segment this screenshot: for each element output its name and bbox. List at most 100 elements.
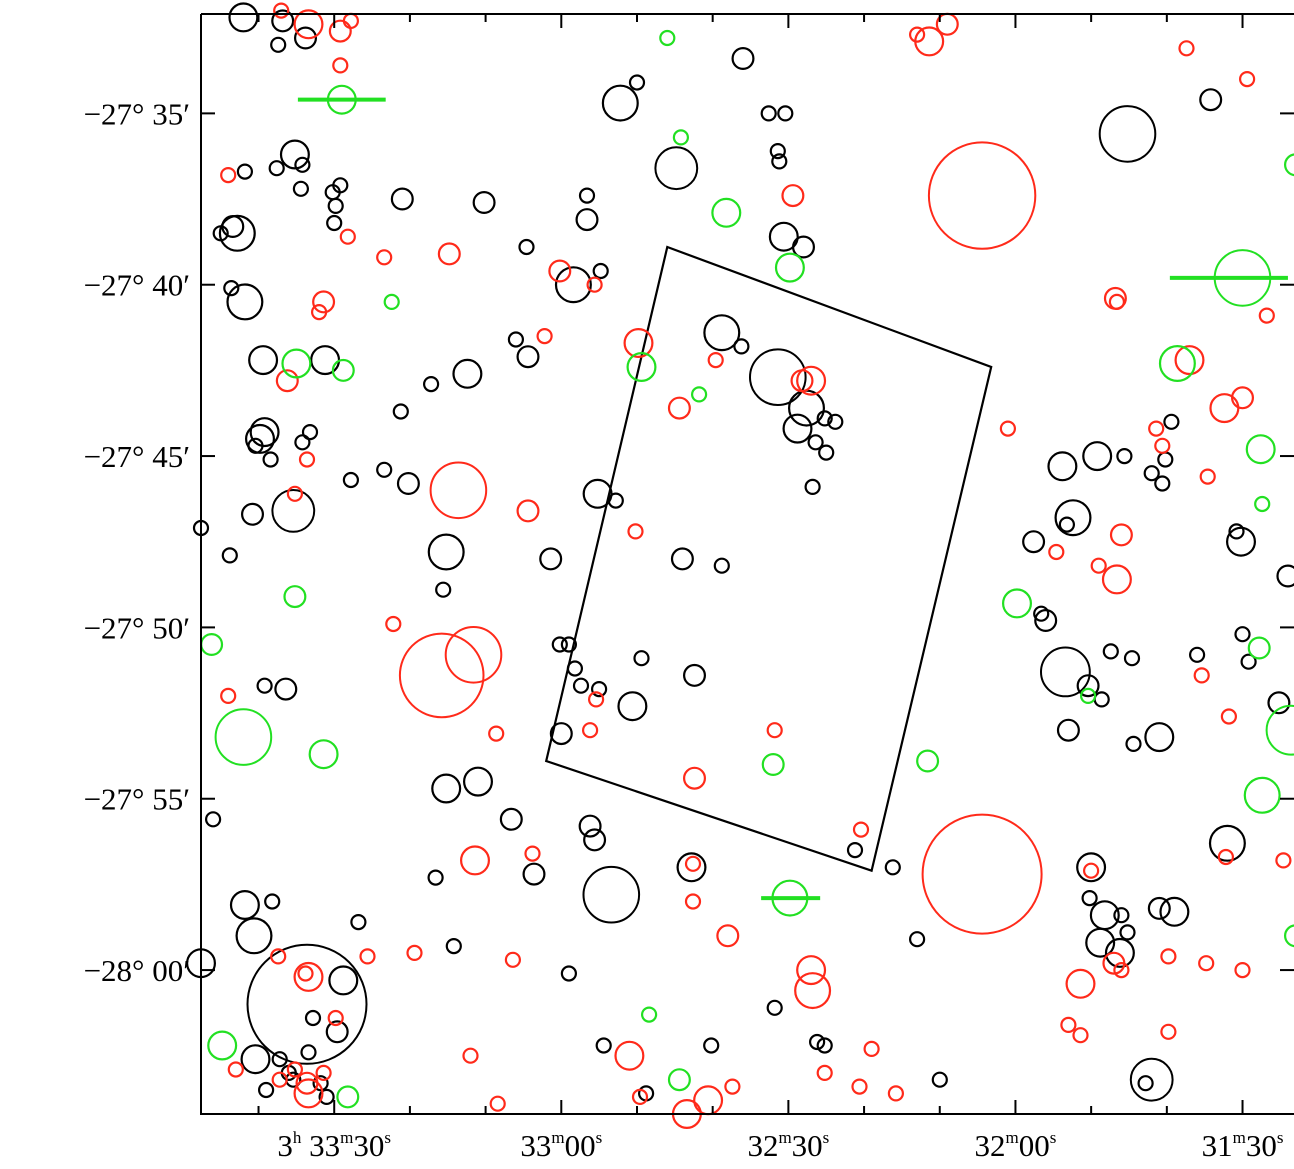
red-source <box>516 499 540 523</box>
red-source <box>796 955 827 986</box>
red-source <box>627 523 644 540</box>
green-source <box>283 585 307 609</box>
green-source <box>761 752 785 776</box>
red-source <box>524 845 541 862</box>
red-source <box>1048 543 1065 561</box>
black-source <box>1240 653 1257 670</box>
red-source <box>667 396 691 420</box>
x-tick-label: 31m30s <box>1202 1128 1284 1163</box>
red-source <box>707 352 724 369</box>
red-source <box>1101 564 1132 595</box>
x-tick-label-unit: s <box>1050 1128 1057 1147</box>
red-source <box>460 845 491 876</box>
x-tick-label-value: 00 <box>565 1128 596 1163</box>
black-source <box>431 773 462 804</box>
green-source <box>916 749 940 773</box>
black-source <box>1022 530 1046 554</box>
black-source <box>241 502 265 526</box>
red-source <box>488 725 505 742</box>
black-source <box>312 1075 329 1092</box>
red-source <box>293 9 324 40</box>
red-source <box>293 961 324 992</box>
black-source <box>884 859 901 876</box>
red-source <box>716 924 740 948</box>
x-tick-label-value: 33 <box>520 1128 551 1163</box>
red-source <box>921 813 1043 935</box>
red-source <box>1082 862 1100 879</box>
red-source <box>1198 955 1215 972</box>
red-source <box>271 1071 288 1088</box>
x-tick-label-value: 00 <box>1019 1128 1050 1163</box>
black-source <box>1047 451 1078 482</box>
red-source <box>1108 293 1126 310</box>
black-source <box>1129 1057 1174 1102</box>
red-source <box>1258 307 1275 324</box>
black-source <box>270 36 287 53</box>
green-source <box>1001 588 1032 619</box>
black-source <box>808 1033 826 1051</box>
black-source <box>771 153 788 170</box>
tick-labels-layer: −27° 35′ −27° 40′ −27° 45′ −27° 50′ −27° 55′… <box>84 96 1284 1163</box>
black-source <box>1085 927 1116 958</box>
green-source <box>774 252 805 283</box>
black-source <box>304 1009 322 1027</box>
black-source <box>595 1037 612 1054</box>
black-source <box>396 472 420 496</box>
black-source <box>908 931 926 948</box>
red-source <box>908 26 926 43</box>
red-source <box>275 369 299 393</box>
black-source <box>1119 924 1136 941</box>
green-source <box>667 1068 691 1092</box>
black-source <box>350 913 367 931</box>
black-source <box>601 84 639 122</box>
y-tick-label: −27° 35′ <box>84 96 190 131</box>
black-source <box>1098 105 1157 163</box>
black-source <box>1228 523 1245 540</box>
red-source <box>914 26 945 57</box>
black-source <box>749 348 807 407</box>
red-source <box>682 766 706 790</box>
black-source <box>518 238 535 256</box>
black-source <box>1081 889 1098 907</box>
red-source <box>504 951 522 968</box>
black-source <box>1188 646 1206 663</box>
black-source <box>1123 650 1141 667</box>
x-tick-label-value: 30 <box>353 1128 384 1163</box>
black-source <box>294 156 311 173</box>
red-source <box>631 1088 649 1106</box>
green-source <box>1079 687 1097 705</box>
red-source <box>1072 1027 1089 1044</box>
green-source <box>331 358 355 382</box>
black-source <box>452 358 483 389</box>
red-source <box>444 626 503 684</box>
field-box <box>544 245 993 873</box>
black-source <box>326 214 343 232</box>
red-source <box>406 944 423 962</box>
green-source <box>1158 345 1196 383</box>
black-source <box>846 841 864 859</box>
red-source <box>1178 40 1195 57</box>
black-source <box>1143 465 1160 482</box>
black-source <box>560 965 578 982</box>
black-source <box>264 893 281 910</box>
black-source <box>240 1044 271 1075</box>
red-source <box>1217 848 1235 866</box>
black-source <box>279 139 310 170</box>
red-source <box>684 855 702 872</box>
x-tick-label-unit: m <box>1006 1128 1019 1147</box>
x-tick-label-value: 32 <box>747 1128 778 1163</box>
black-source <box>325 1020 349 1044</box>
x-tick-label-value: 31 <box>1202 1128 1233 1163</box>
y-tick-label: −27° 55′ <box>84 782 190 817</box>
red-source <box>376 249 393 266</box>
black-source <box>1234 626 1251 643</box>
red-source <box>398 632 485 719</box>
black-source <box>816 1037 833 1054</box>
red-source <box>315 1064 332 1082</box>
red-source <box>462 1047 479 1064</box>
black-source <box>791 235 815 259</box>
red-source <box>220 167 237 184</box>
black-source <box>310 345 341 376</box>
red-source <box>359 948 376 965</box>
green-source <box>711 197 742 228</box>
